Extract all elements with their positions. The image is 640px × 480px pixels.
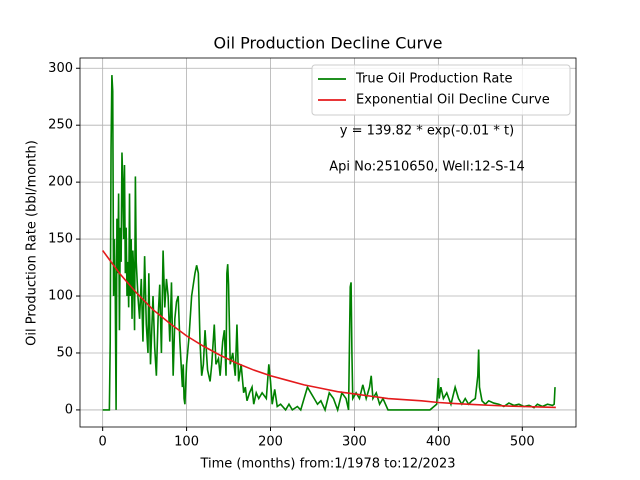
y-tick-label: 300 xyxy=(48,61,73,76)
series-line xyxy=(102,249,556,409)
x-tick-label: 300 xyxy=(342,435,367,450)
y-tick-label: 200 xyxy=(48,175,73,190)
y-axis-label: Oil Production Rate (bbl/month) xyxy=(25,140,40,346)
x-tick-label: 100 xyxy=(174,435,199,450)
series-line xyxy=(102,75,556,413)
x-tick-label: 200 xyxy=(258,435,283,450)
y-tick-label: 0 xyxy=(65,402,73,417)
legend-label: True Oil Production Rate xyxy=(355,72,512,87)
x-tick-label: 0 xyxy=(99,435,107,450)
x-tick-label: 500 xyxy=(510,435,535,450)
annotation: y = 139.82 * exp(-0.01 * t) xyxy=(340,124,514,139)
x-axis-label: Time (months) from:1/1978 to:12/2023 xyxy=(199,457,455,472)
y-tick-label: 150 xyxy=(48,232,73,247)
y-tick-label: 250 xyxy=(48,118,73,133)
plot-frame xyxy=(79,57,577,428)
y-tick-label: 50 xyxy=(56,345,73,360)
legend-box xyxy=(311,64,571,116)
x-tick-label: 400 xyxy=(426,435,451,450)
y-tick-label: 100 xyxy=(48,289,73,304)
legend-label: Exponential Oil Decline Curve xyxy=(356,93,550,108)
chart-title: Oil Production Decline Curve xyxy=(214,34,443,53)
annotation: Api No:2510650, Well:12-S-14 xyxy=(329,160,525,175)
